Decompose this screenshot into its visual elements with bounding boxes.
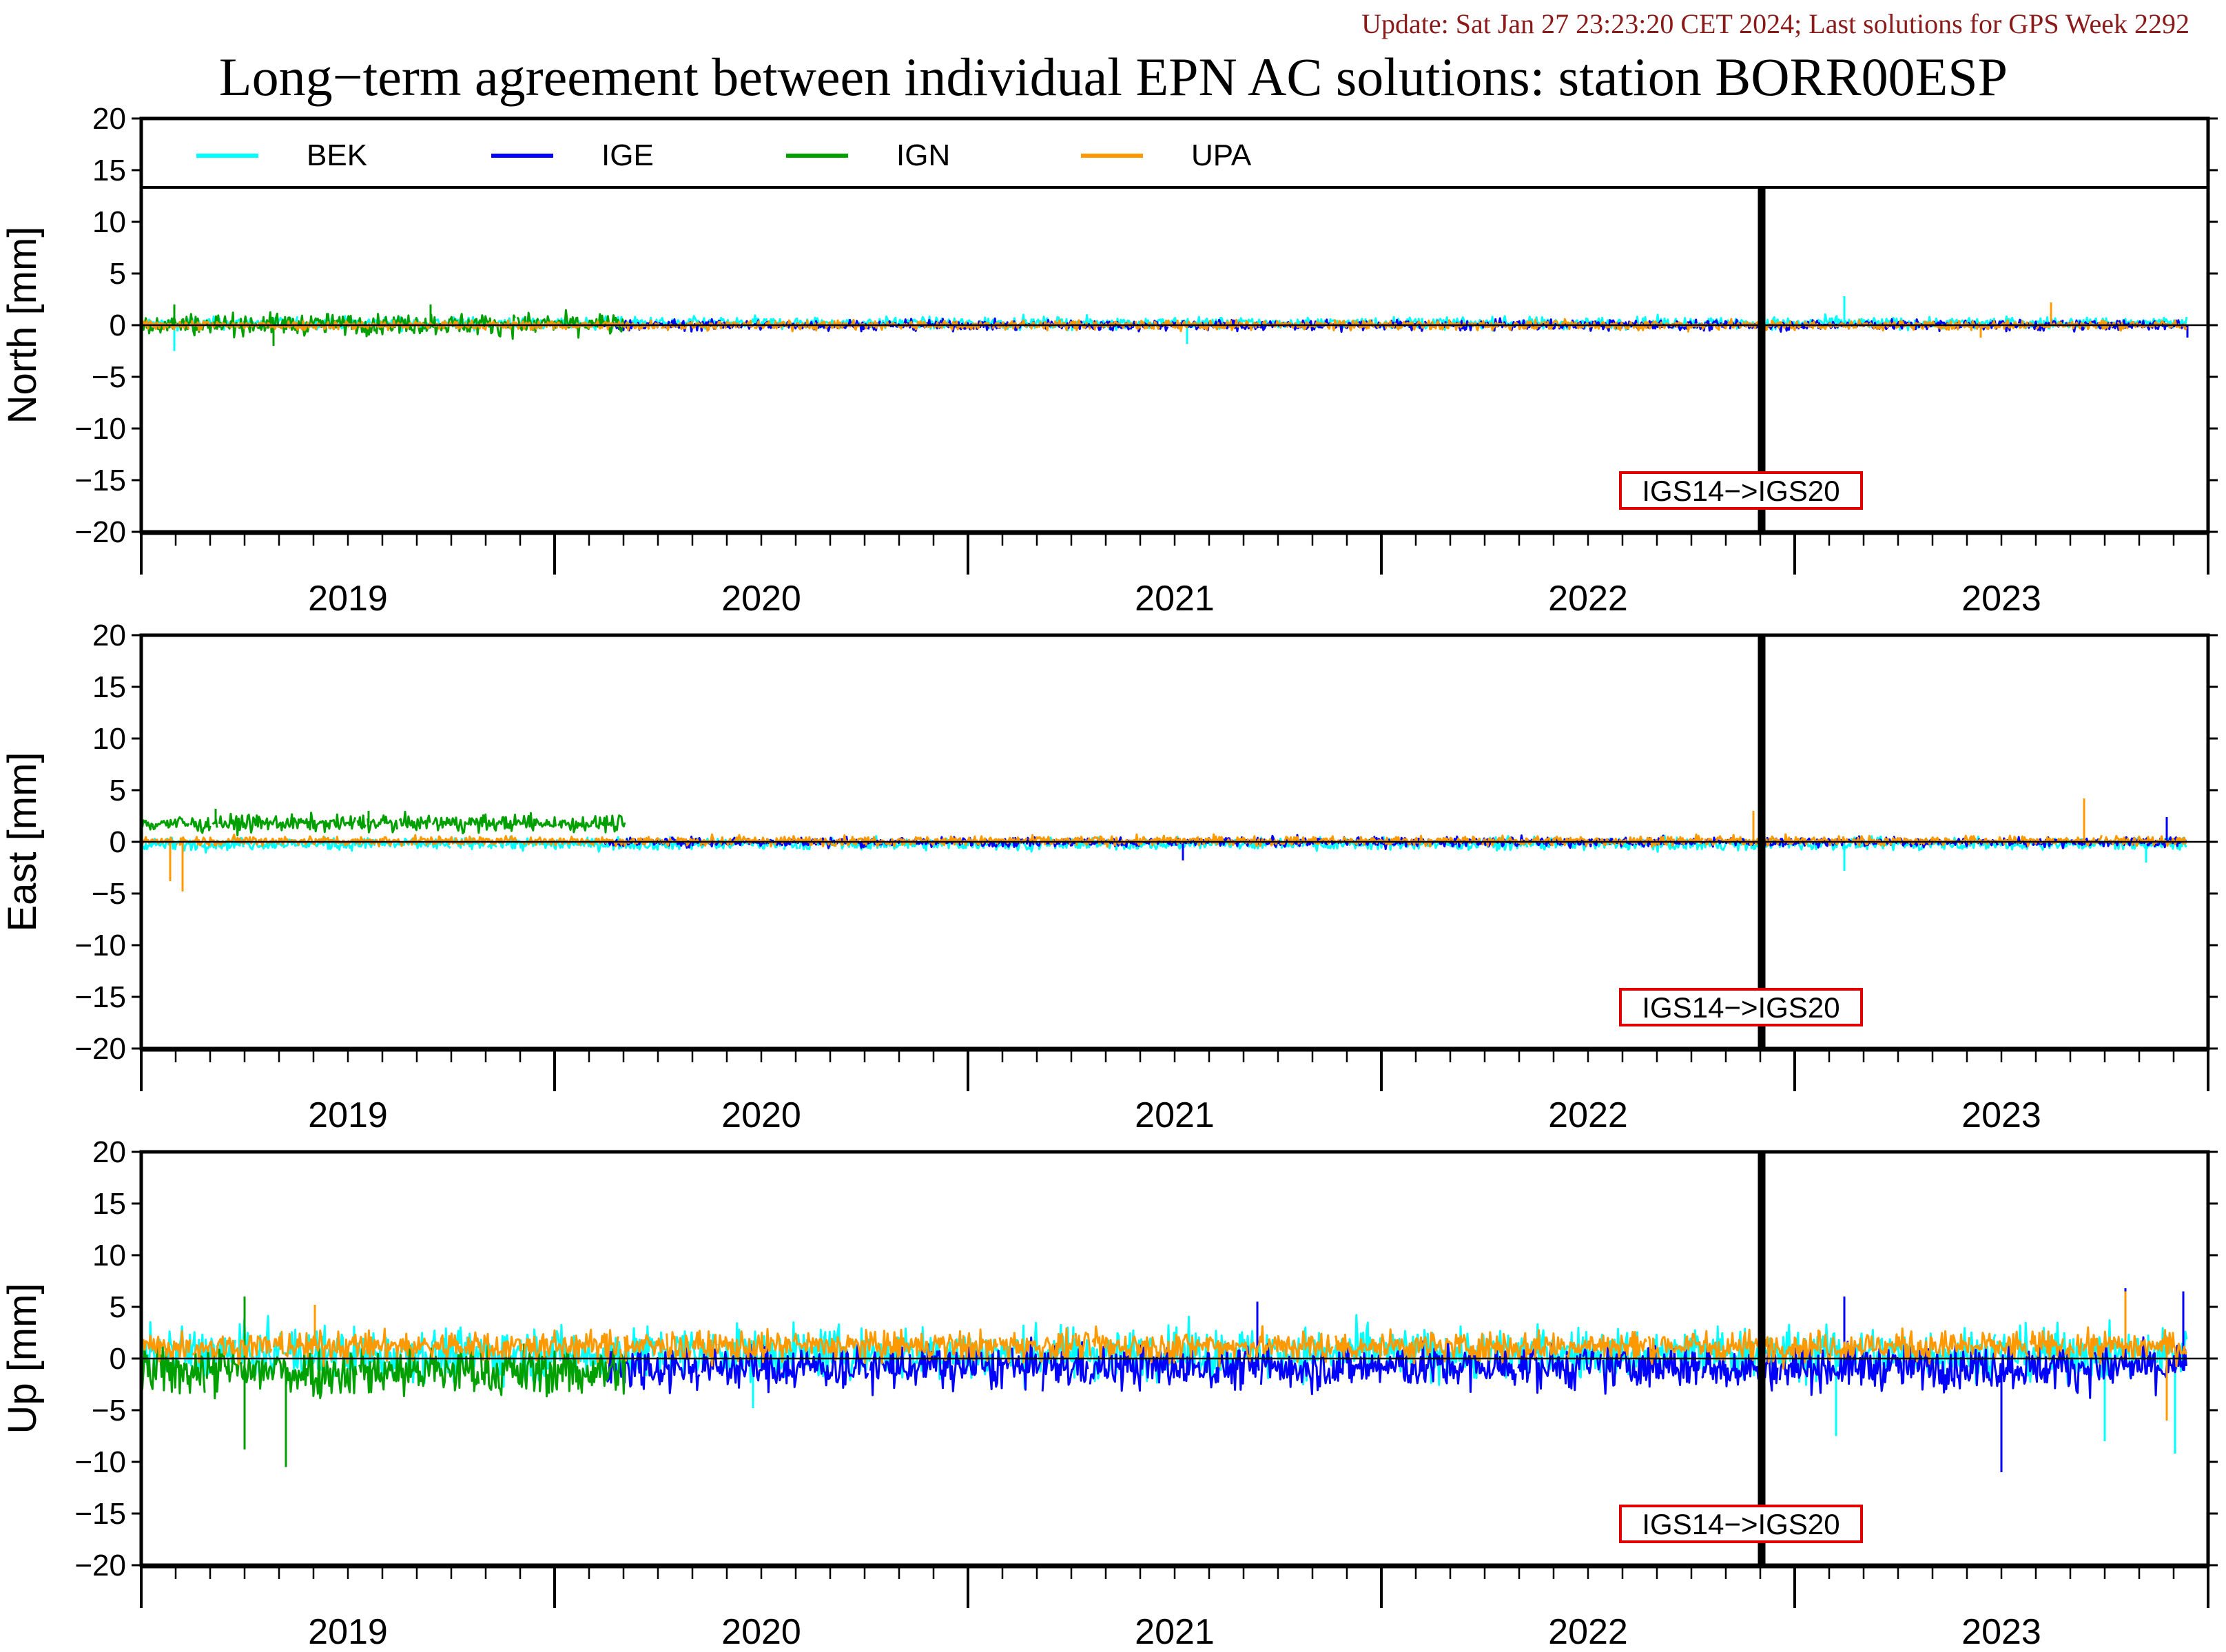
update-timestamp: Update: Sat Jan 27 23:23:20 CET 2024; La… [1361, 8, 2189, 39]
y-tick-label: −20 [74, 1032, 126, 1066]
frame-change-box [1619, 1505, 1863, 1543]
y-tick-label: 10 [92, 205, 126, 239]
series-line-ige [603, 1288, 2187, 1472]
y-tick-label: 0 [110, 825, 126, 859]
chart-title: Long−term agreement between individual E… [219, 47, 2008, 107]
year-label: 2022 [1548, 1095, 1628, 1135]
legend-box [140, 117, 2209, 189]
y-tick-label: 5 [110, 1290, 126, 1324]
year-label: 2023 [1961, 1612, 2041, 1652]
y-tick-label: 20 [92, 1135, 126, 1169]
year-label: 2023 [1961, 579, 2041, 619]
series-group [141, 1288, 2188, 1472]
y-tick-label: −10 [74, 1445, 126, 1479]
year-label: 2020 [721, 1095, 801, 1135]
year-label: 2022 [1548, 1612, 1628, 1652]
series-line-ign [141, 809, 626, 836]
frame-change-box [1619, 471, 1863, 510]
y-tick-label: −10 [74, 412, 126, 446]
y-tick-label: 10 [92, 1239, 126, 1272]
legend-label-bek: BEK [307, 138, 367, 172]
year-label: 2019 [308, 579, 388, 619]
series-group [141, 296, 2189, 351]
y-tick-label: −5 [92, 1394, 126, 1427]
y-axis-label: East [mm] [0, 752, 45, 931]
panel-up: IGS14−>IGS20 20 15 10 5 0 −5 −10 −15 −20 Up [mm] 20… [0, 1135, 2218, 1652]
series-line-ign [141, 1297, 626, 1467]
series-line-bek [141, 1314, 2188, 1454]
y-tick-label: −20 [74, 515, 126, 549]
frame-change-label: IGS14−>IGS20 [1642, 991, 1839, 1024]
y-axis-label: Up [mm] [0, 1283, 45, 1434]
y-tick-label: −15 [74, 464, 126, 497]
year-label: 2019 [308, 1095, 388, 1135]
y-tick-label: 0 [110, 1342, 126, 1376]
frame-change-label: IGS14−>IGS20 [1642, 1508, 1839, 1540]
y-tick-label: −10 [74, 929, 126, 962]
year-label: 2019 [308, 1612, 388, 1652]
y-tick-label: 5 [110, 257, 126, 291]
y-tick-label: 10 [92, 722, 126, 756]
y-tick-label: 20 [92, 102, 126, 136]
legend-label-ign: IGN [896, 138, 950, 172]
year-label: 2023 [1961, 1095, 2041, 1135]
panel-east: IGS14−>IGS20 20 15 10 5 0 −5 −10 −15 −20 East [mm]… [0, 619, 2218, 1135]
series-line-upa [141, 1291, 2187, 1421]
frame-change-box [1619, 988, 1863, 1026]
year-label: 2021 [1135, 579, 1215, 619]
panels: IGS14−>IGS20 20 15 10 5 0 −5 −10 −15 −20 North [mm… [0, 102, 2218, 1652]
y-axis-label: North [mm] [0, 227, 45, 424]
y-tick-label: 20 [92, 619, 126, 652]
y-tick-label: 15 [92, 670, 126, 704]
y-tick-label: −15 [74, 1497, 126, 1531]
year-label: 2020 [721, 579, 801, 619]
legend-label-ige: IGE [601, 138, 654, 172]
y-tick-label: −5 [92, 877, 126, 911]
y-tick-label: 15 [92, 154, 126, 187]
year-label: 2021 [1135, 1612, 1215, 1652]
year-label: 2022 [1548, 579, 1628, 619]
y-tick-label: 5 [110, 774, 126, 807]
y-tick-label: −15 [74, 980, 126, 1014]
year-label: 2020 [721, 1612, 801, 1652]
y-tick-label: −5 [92, 360, 126, 394]
panel-north: IGS14−>IGS20 20 15 10 5 0 −5 −10 −15 −20 North [mm… [0, 102, 2218, 619]
plot-frame-outer [139, 116, 2210, 534]
y-tick-label: −20 [74, 1549, 126, 1582]
series-group [141, 798, 2188, 891]
legend-label-upa: UPA [1191, 138, 1252, 172]
year-label: 2021 [1135, 1095, 1215, 1135]
frame-change-label: IGS14−>IGS20 [1642, 475, 1839, 507]
y-tick-label: 0 [110, 309, 126, 342]
y-tick-label: 15 [92, 1187, 126, 1221]
